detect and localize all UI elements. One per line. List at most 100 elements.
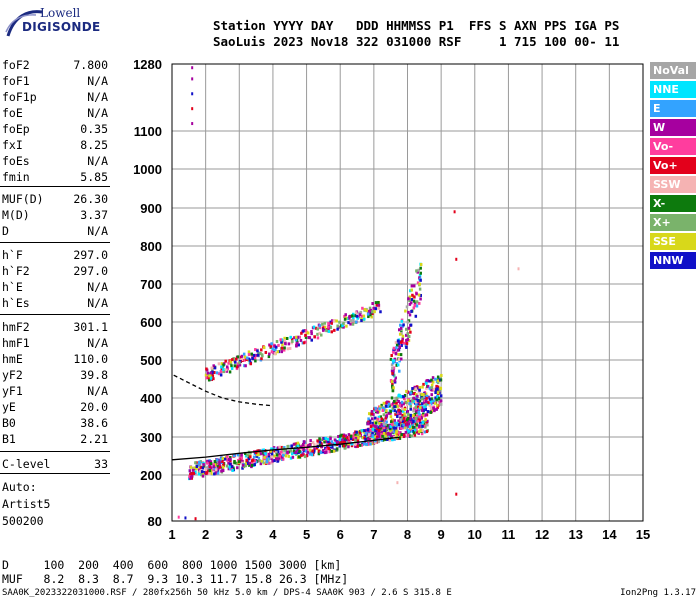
echo-point — [421, 420, 425, 424]
echo-point — [226, 458, 229, 462]
echo-point — [374, 441, 377, 445]
echo-point — [212, 377, 215, 381]
echo-point — [381, 432, 385, 436]
param-separator — [0, 314, 110, 315]
echo-point — [231, 468, 234, 472]
echo-point — [354, 444, 357, 448]
echo-point — [248, 461, 251, 465]
echo-point — [342, 444, 346, 448]
echo-point — [369, 313, 372, 317]
echo-point — [220, 469, 223, 473]
echo-point — [236, 462, 239, 466]
echo-point — [426, 410, 430, 414]
echo-point — [412, 396, 415, 400]
echo-point — [422, 392, 425, 396]
echo-point — [355, 314, 359, 318]
echo-point — [301, 452, 304, 456]
echo-point — [297, 343, 300, 347]
echo-point — [229, 467, 232, 471]
echo-point — [217, 467, 220, 471]
param-label: fxI — [2, 138, 23, 152]
echo-point — [304, 333, 307, 337]
echo-point — [356, 316, 359, 320]
echo-point — [278, 452, 281, 456]
echo-point — [386, 437, 389, 441]
echo-point — [338, 320, 341, 324]
echo-point — [390, 363, 394, 367]
echo-point — [275, 453, 279, 457]
echo-point — [386, 424, 389, 428]
echo-point — [387, 411, 391, 415]
echo-point — [305, 454, 308, 458]
echo-point — [206, 461, 209, 465]
echo-point — [275, 345, 278, 349]
echo-point — [209, 374, 213, 378]
param-row: h`Es N/A — [2, 296, 108, 312]
echo-point — [227, 458, 231, 462]
echo-point — [400, 433, 403, 437]
echo-point — [298, 447, 301, 451]
echo-point — [377, 410, 381, 414]
echo-point — [356, 432, 360, 436]
echo-point — [294, 451, 297, 455]
echo-point — [413, 433, 417, 437]
echo-point — [188, 469, 192, 473]
echo-point — [193, 466, 196, 470]
echo-point — [407, 310, 410, 314]
echo-point — [425, 379, 428, 383]
echo-point — [207, 378, 211, 382]
echo-point — [302, 341, 306, 345]
echo-point — [347, 443, 350, 447]
echo-point — [268, 352, 271, 356]
echo-point — [205, 376, 208, 380]
echo-point — [405, 389, 408, 393]
echo-point — [256, 353, 260, 357]
echo-point — [422, 412, 425, 416]
echo-point — [420, 406, 424, 410]
echo-point — [426, 423, 429, 427]
echo-point — [415, 430, 419, 434]
echo-point — [409, 289, 412, 293]
echo-point — [192, 471, 195, 475]
echo-point — [400, 319, 404, 323]
x-tick-label: 15 — [636, 527, 650, 542]
echo-point — [404, 423, 407, 427]
param-label: foF2 — [2, 58, 30, 72]
param-label: foF1 — [2, 74, 30, 88]
echo-point — [387, 402, 391, 406]
echo-point — [381, 430, 384, 434]
echo-point — [259, 462, 263, 466]
param-row: yE 20.0 — [2, 400, 108, 416]
echo-point — [393, 431, 397, 435]
echo-point — [421, 402, 424, 406]
echo-point — [399, 353, 403, 357]
echo-point — [342, 325, 345, 329]
echo-point — [240, 358, 244, 362]
param-separator — [0, 242, 110, 243]
echo-point — [415, 425, 418, 429]
echo-point — [213, 460, 217, 464]
echo-point — [394, 399, 397, 403]
echo-point — [296, 448, 299, 452]
echo-point — [197, 460, 201, 464]
auto-code: 500200 — [2, 514, 44, 528]
echo-point — [436, 395, 439, 399]
echo-point — [200, 470, 204, 474]
echo-point — [244, 454, 248, 458]
echo-point — [316, 442, 319, 446]
echo-point — [392, 346, 396, 350]
echo-point — [218, 459, 221, 463]
echo-point — [422, 424, 426, 428]
echo-point — [401, 413, 404, 417]
echo-point — [430, 386, 433, 390]
echo-point — [383, 429, 386, 433]
echo-point — [401, 416, 404, 420]
echo-point — [434, 396, 437, 400]
x-tick-label: 1 — [168, 527, 175, 542]
echo-point — [220, 365, 223, 369]
echo-point — [241, 459, 244, 463]
echo-point — [389, 410, 392, 414]
param-value: 39.8 — [80, 368, 108, 382]
echo-point — [279, 338, 282, 342]
echo-point — [382, 413, 386, 417]
